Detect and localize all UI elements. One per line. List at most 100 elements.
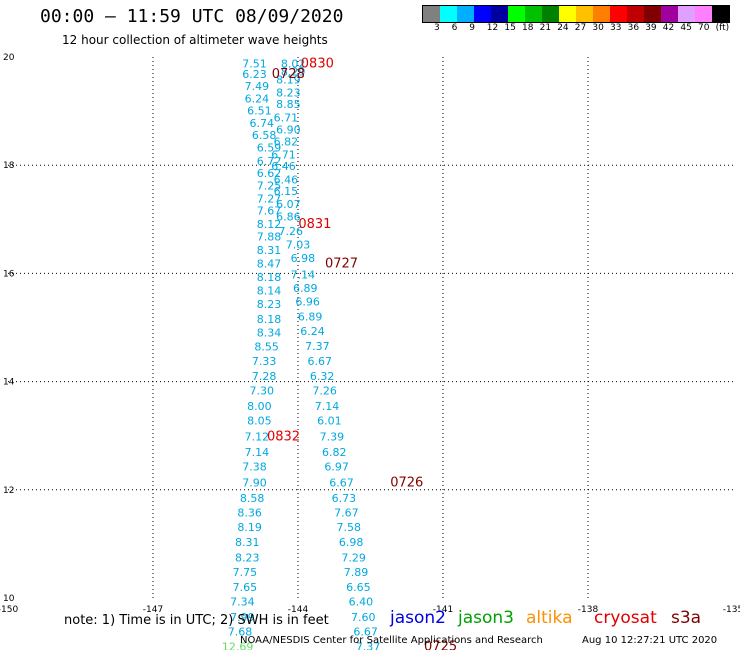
x-tick-label: -144 <box>288 605 309 615</box>
swh-label: 8.23 <box>276 87 301 100</box>
swh-label: 6.24 <box>300 325 325 338</box>
swh-label: 6.71 <box>271 148 296 161</box>
swh-label: 6.67 <box>308 355 333 368</box>
swh-label: 6.72 <box>257 155 282 168</box>
color-scale-label: (ft) <box>715 23 730 33</box>
color-scale-label: 27 <box>574 23 587 33</box>
color-scale-label: 18 <box>522 23 534 33</box>
swh-label: 6.82 <box>322 446 347 459</box>
color-scale-label: 6 <box>451 23 458 33</box>
swh-label: 6.67 <box>353 625 378 638</box>
pass-time-label: 0726 <box>390 476 423 491</box>
swh-label: 7.26 <box>279 225 304 238</box>
swh-label: 6.74 <box>250 117 275 130</box>
color-scale-bar <box>422 5 730 23</box>
color-scale-swatch <box>508 6 525 22</box>
color-scale-swatch <box>491 6 508 22</box>
swh-label: 7.99 <box>230 611 255 624</box>
swh-label: 7.34 <box>230 596 255 609</box>
swh-label: 6.40 <box>349 596 374 609</box>
swh-label: 6.98 <box>339 536 364 549</box>
swh-label: 8.29 <box>281 66 306 79</box>
swh-label: 6.90 <box>276 123 301 136</box>
swh-label: 8.23 <box>257 298 282 311</box>
swh-label: 8.19 <box>237 521 262 534</box>
color-scale-swatch <box>610 6 627 22</box>
swh-label: 6.82 <box>274 135 299 148</box>
color-scale-label: 24 <box>557 23 569 33</box>
color-scale-swatch <box>627 6 644 22</box>
swh-label: 8.58 <box>240 492 265 505</box>
color-scale-swatch <box>542 6 559 22</box>
swh-label: 7.67 <box>334 506 359 519</box>
color-scale-label: 3 <box>434 23 440 33</box>
swh-label: 6.71 <box>274 112 299 125</box>
swh-label: 7.26 <box>312 385 337 398</box>
swh-label: 7.37 <box>356 641 381 650</box>
color-scale-swatch <box>678 6 695 22</box>
swh-label: 7.89 <box>344 566 369 579</box>
swh-label: 6.89 <box>293 282 318 295</box>
pass-time-label: 0831 <box>298 217 331 232</box>
units-note: note: 1) Time is in UTC; 2) SWH is in fe… <box>64 613 329 628</box>
color-scale-label: 21 <box>539 23 552 33</box>
swh-label: 8.12 <box>257 218 282 231</box>
swh-label: 6.96 <box>295 295 320 308</box>
color-scale-swatch <box>661 6 678 22</box>
swh-label: 8.00 <box>247 400 272 413</box>
swh-label: 7.37 <box>305 340 330 353</box>
swh-label: 7.14 <box>291 268 316 281</box>
swh-label: 6.59 <box>257 141 282 154</box>
swh-label: 7.12 <box>245 431 270 444</box>
swh-label: 7.58 <box>337 521 362 534</box>
color-scale-swatch <box>525 6 542 22</box>
swh-label: 8.05 <box>247 414 272 427</box>
swh-label: 7.51 <box>242 57 267 70</box>
color-scale-swatch <box>423 6 440 22</box>
swh-label: 8.36 <box>237 506 262 519</box>
swh-label: 7.75 <box>233 566 258 579</box>
satellite-legend-jason3: jason3 <box>458 608 514 628</box>
swh-label: 7.49 <box>245 80 270 93</box>
swh-label: 7.27 <box>257 193 282 206</box>
swh-label: 8.31 <box>235 536 260 549</box>
swh-label: 6.24 <box>245 93 270 106</box>
y-tick-label: 14 <box>3 378 15 388</box>
swh-label: 7.29 <box>341 551 366 564</box>
swh-label: 7.67 <box>257 205 282 218</box>
satellite-legend-s3a: s3a <box>671 608 702 628</box>
swh-label: 7.25 <box>257 180 282 193</box>
color-scale-label: 33 <box>610 23 622 33</box>
swh-label: 7.60 <box>351 611 376 624</box>
pass-time-label: 0727 <box>325 257 358 272</box>
swh-label: 7.30 <box>250 385 275 398</box>
color-scale-label: 30 <box>592 23 604 33</box>
swh-label: 7.39 <box>320 431 345 444</box>
y-tick-label: 16 <box>3 269 15 279</box>
swh-label: 7.03 <box>286 239 311 252</box>
swh-label: 8.18 <box>257 313 282 326</box>
pass-time-label: 0728 <box>272 67 305 82</box>
swh-label: 8.23 <box>235 551 260 564</box>
swh-label: 7.14 <box>245 446 270 459</box>
pass-time-label: 0830 <box>301 56 334 71</box>
pass-time-label: 0832 <box>267 430 300 445</box>
x-tick-label: -135 <box>723 605 740 615</box>
swh-label: 8.47 <box>257 258 282 271</box>
color-scale-label: 12 <box>486 23 499 33</box>
color-scale-swatch <box>695 6 712 22</box>
swh-label: 6.01 <box>317 414 342 427</box>
x-tick-label: -138 <box>578 605 599 615</box>
swh-label: 6.62 <box>257 167 282 180</box>
x-tick-label: -141 <box>433 605 453 615</box>
color-scale-label: 42 <box>662 23 675 33</box>
satellite-legend-cryosat: cryosat <box>594 608 657 628</box>
y-tick-label: 12 <box>3 486 14 496</box>
satellite-legend-altika: altika <box>526 608 573 628</box>
swh-label: 6.46 <box>271 160 296 173</box>
color-scale-label: 39 <box>645 23 657 33</box>
swh-label: 6.15 <box>274 185 299 198</box>
page-subtitle: 12 hour collection of altimeter wave hei… <box>62 33 328 47</box>
color-scale-labels: 3 6 9 12 15 18 21 24 27 30 33 36 39 42 45 70 (ft) <box>422 23 740 35</box>
swh-label: 7.88 <box>257 231 282 244</box>
